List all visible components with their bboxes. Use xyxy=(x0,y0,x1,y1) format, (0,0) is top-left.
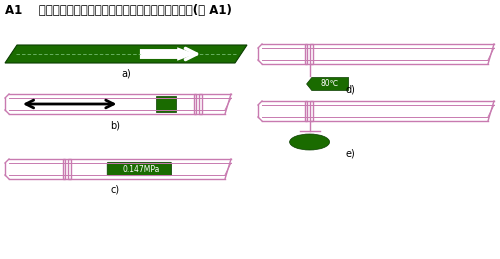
Text: b): b) xyxy=(110,120,120,130)
Bar xyxy=(156,96,176,112)
Bar xyxy=(310,101,312,121)
Text: d): d) xyxy=(345,84,355,94)
Bar xyxy=(194,94,196,114)
Text: e): e) xyxy=(345,149,355,159)
Bar xyxy=(62,159,66,179)
Text: 80℃: 80℃ xyxy=(320,80,339,89)
Ellipse shape xyxy=(290,134,330,150)
Bar xyxy=(310,44,312,64)
Polygon shape xyxy=(306,77,348,90)
Bar xyxy=(199,94,202,114)
Polygon shape xyxy=(5,45,247,63)
Text: c): c) xyxy=(110,185,120,195)
Text: 0.147MPa: 0.147MPa xyxy=(122,164,160,174)
FancyArrow shape xyxy=(140,47,195,61)
FancyBboxPatch shape xyxy=(107,162,172,176)
Bar xyxy=(304,44,308,64)
Bar xyxy=(68,159,70,179)
Text: A1    基本识别色和流向、压力、温度等标识方法参考图(图 A1): A1 基本识别色和流向、压力、温度等标识方法参考图(图 A1) xyxy=(5,4,232,17)
Text: a): a) xyxy=(121,69,131,79)
Bar xyxy=(304,101,308,121)
